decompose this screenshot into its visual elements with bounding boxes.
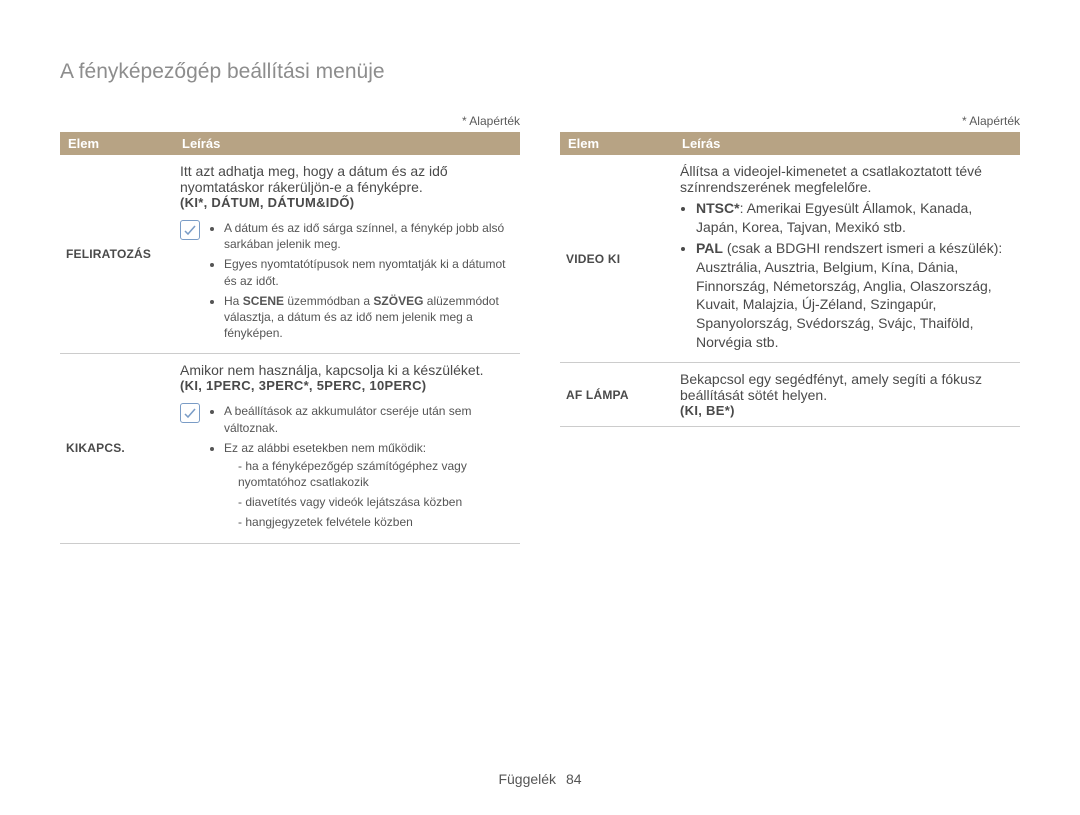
list-item: hangjegyzetek felvétele közben [238,514,514,530]
text-pal: (csak a BDGHI rendszert ismeri a készülé… [696,240,1002,350]
row-desc-aflampa: Bekapcsol egy segédfényt, amely segíti a… [674,363,1020,427]
intro-text: Bekapcsol egy segédfényt, amely segíti a… [680,371,1014,403]
row-desc-kikapcs: Amikor nem használja, kapcsolja ki a kés… [174,354,520,543]
list-item: Ez az alábbi esetekben nem működik: ha a… [224,440,514,531]
th-elem: Elem [560,132,674,155]
row-label-feliratozas: Feliratozás [60,155,174,354]
bold-pal: PAL [696,240,723,256]
note-block: A beállítások az akkumulátor cseréje utá… [180,403,514,534]
note-icon [180,220,200,240]
desc-list: NTSC*: Amerikai Egyesült Államok, Kanada… [680,199,1014,352]
left-column: * Alapérték Elem Leírás Feliratozás Itt … [60,114,520,544]
th-desc: Leírás [674,132,1020,155]
intro-text: Itt azt adhatja meg, hogy a dátum és az … [180,163,514,195]
page-container: A fényképezőgép beállítási menüje * Alap… [0,0,1080,815]
th-elem: Elem [60,132,174,155]
th-desc: Leírás [174,132,520,155]
page-title: A fényképezőgép beállítási menüje [60,60,1020,84]
list-item: diavetítés vagy videók lejátszása közben [238,494,514,510]
table-row: Feliratozás Itt azt adhatja meg, hogy a … [60,155,520,354]
bold-ntsc: NTSC* [696,200,740,216]
table-row: AF lámpa Bekapcsol egy segédfényt, amely… [560,363,1020,427]
note-list: A dátum és az idő sárga színnel, a fényk… [208,220,514,345]
intro-text: Állítsa a videojel-kimenetet a csatlakoz… [680,163,1014,195]
list-item: NTSC*: Amerikai Egyesült Államok, Kanada… [696,199,1014,237]
list-item: Ha SCENE üzemmódban a SZÖVEG alüzemmódot… [224,293,514,342]
row-label-video: Video ki [560,155,674,363]
row-desc-feliratozas: Itt azt adhatja meg, hogy a dátum és az … [174,155,520,354]
table-row: Kikapcs. Amikor nem használja, kapcsolja… [60,354,520,543]
note-list: A beállítások az akkumulátor cseréje utá… [208,403,514,534]
right-column: * Alapérték Elem Leírás Video ki Állítsa… [560,114,1020,544]
default-note-left: * Alapérték [60,114,520,128]
sublist: ha a fényképezőgép számítógéphez vagy ny… [224,458,514,531]
row-desc-video: Állítsa a videojel-kimenetet a csatlakoz… [674,155,1020,363]
note-icon [180,403,200,423]
list-item: PAL (csak a BDGHI rendszert ismeri a kés… [696,239,1014,352]
options-text: (Ki, 1perc, 3perc*, 5perc, 10perc) [180,378,514,393]
default-note-right: * Alapérték [560,114,1020,128]
table-row: Video ki Állítsa a videojel-kimenetet a … [560,155,1020,363]
list-item: Egyes nyomtatótípusok nem nyomtatják ki … [224,256,514,288]
list-item: A beállítások az akkumulátor cseréje utá… [224,403,514,435]
list-item: ha a fényképezőgép számítógéphez vagy ny… [238,458,514,490]
intro-text: Amikor nem használja, kapcsolja ki a kés… [180,362,514,378]
content-columns: * Alapérték Elem Leírás Feliratozás Itt … [60,114,1020,544]
left-table: Elem Leírás Feliratozás Itt azt adhatja … [60,132,520,544]
note-block: A dátum és az idő sárga színnel, a fényk… [180,220,514,345]
row-label-kikapcs: Kikapcs. [60,354,174,543]
options-text: (Ki, Be*) [680,403,1014,418]
sub-intro: Ez az alábbi esetekben nem működik: [224,441,426,455]
row-label-aflampa: AF lámpa [560,363,674,427]
options-text: (Ki*, Dátum, Dátum&Idő) [180,195,514,210]
right-table: Elem Leírás Video ki Állítsa a videojel-… [560,132,1020,427]
footer-label: Függelék [498,771,556,787]
page-footer: Függelék 84 [0,771,1080,787]
footer-page-number: 84 [566,771,582,787]
list-item: A dátum és az idő sárga színnel, a fényk… [224,220,514,252]
